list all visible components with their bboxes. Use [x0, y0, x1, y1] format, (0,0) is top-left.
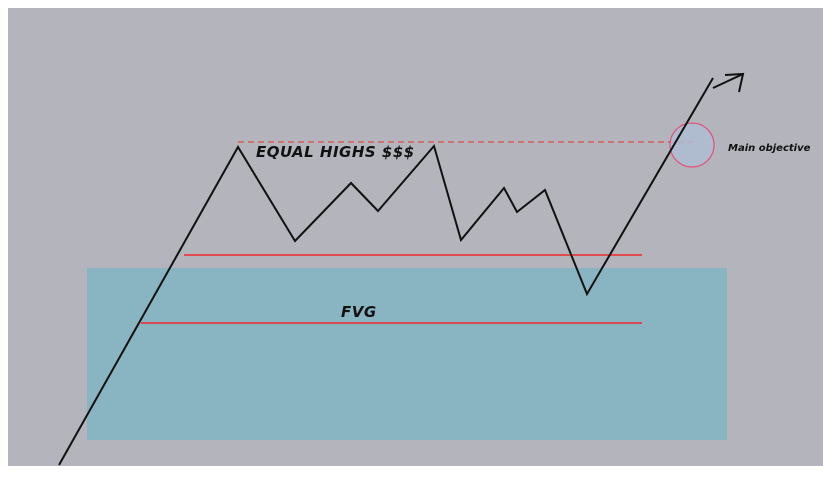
objective-arrow-head — [724, 72, 745, 93]
fvg-label: FVG — [341, 303, 377, 321]
objective-arrow-tip-line — [712, 73, 744, 89]
main-objective-label: Main objective — [728, 143, 811, 154]
fvg-zone — [87, 268, 727, 440]
fvg-diagram: EQUAL HIGHS $$$ FVG Main objective — [58, 72, 811, 466]
equal-highs-label: EQUAL HIGHS $$$ — [256, 143, 415, 161]
main-objective-circle — [669, 122, 715, 168]
price-path-line — [58, 77, 714, 466]
diagram-canvas: EQUAL HIGHS $$$ FVG Main objective — [8, 8, 823, 466]
